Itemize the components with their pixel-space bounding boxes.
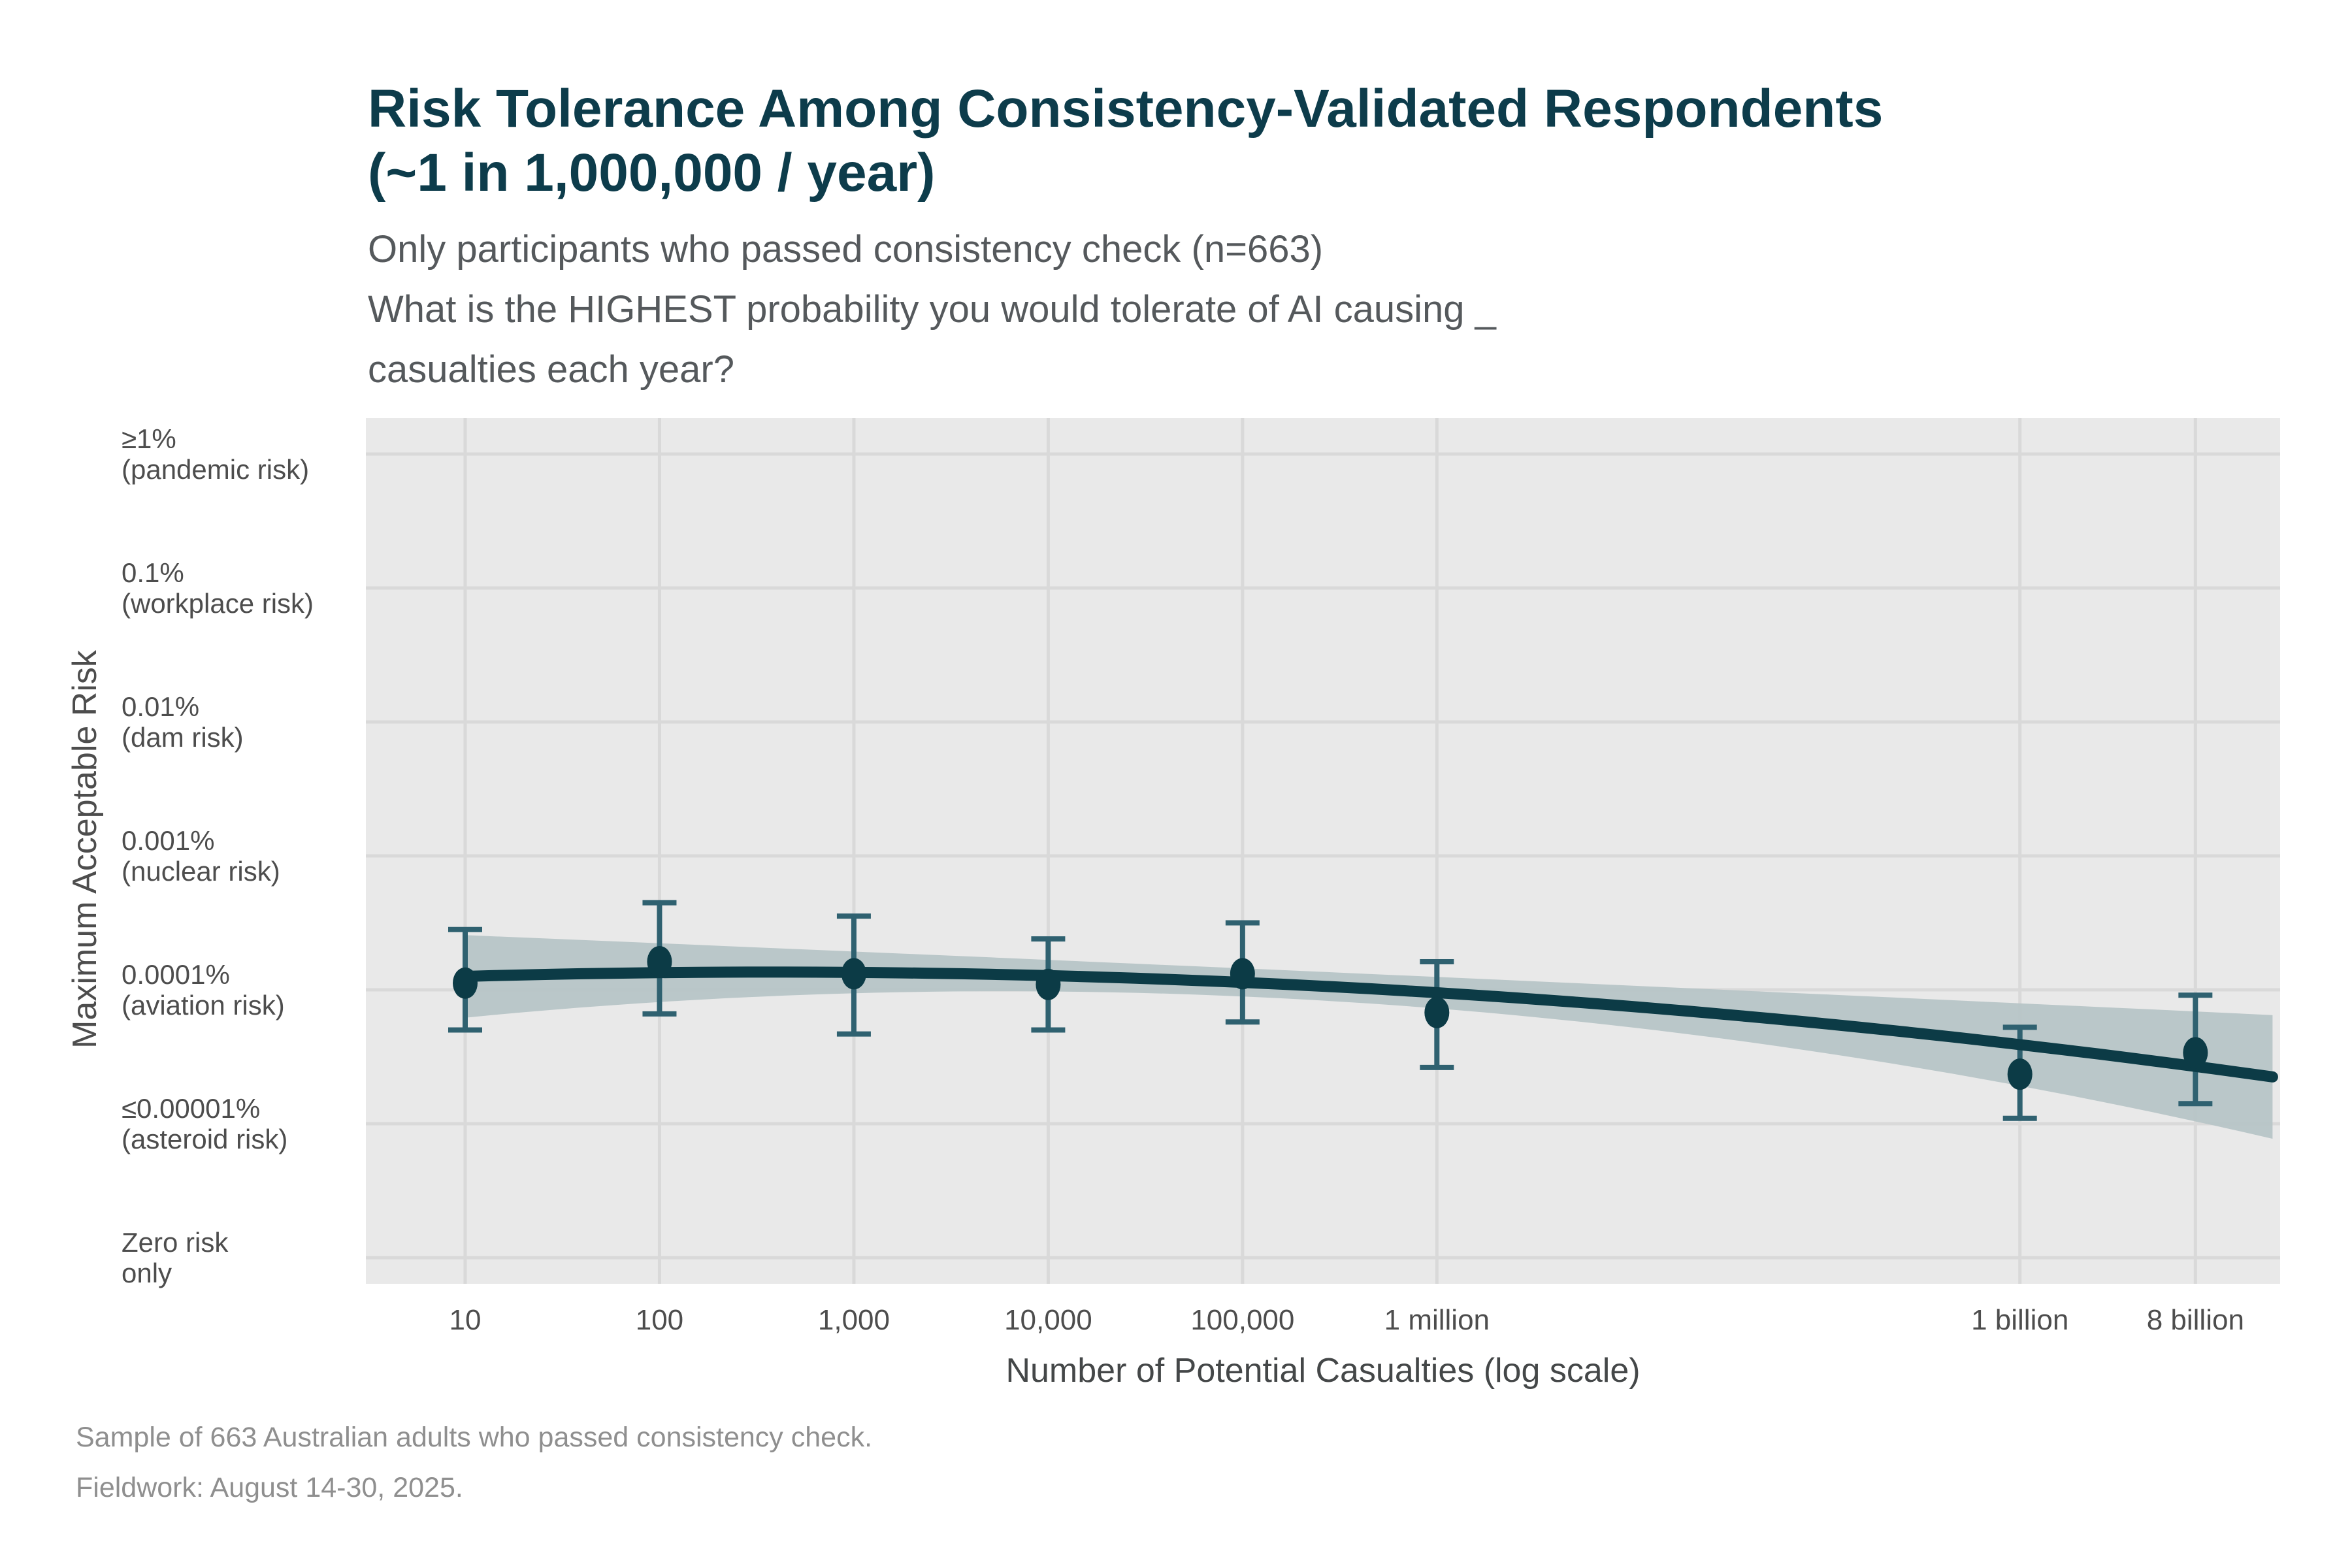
data-point (2183, 1037, 2208, 1069)
chart-subtitle: Only participants who passed consistency… (368, 228, 1496, 391)
data-point (1230, 958, 1255, 990)
x-tick-label: 10,000 (1004, 1304, 1092, 1336)
y-axis-title: Maximum Acceptable Risk (66, 650, 104, 1049)
y-tick-label: ≤0.00001% (asteroid risk) (122, 1093, 288, 1154)
x-tick-label: 100,000 (1190, 1304, 1295, 1336)
plot-panel (366, 418, 2280, 1284)
data-point (453, 967, 478, 999)
data-point (647, 945, 672, 977)
panel-background (366, 418, 2280, 1284)
y-tick-label: 0.0001% (aviation risk) (122, 959, 285, 1021)
y-tick-label: 0.1% (workplace risk) (122, 557, 314, 619)
trend-line (459, 966, 2278, 1083)
x-tick-label: 8 billion (2146, 1304, 2244, 1336)
data-point (1036, 968, 1061, 1000)
x-axis-title: Number of Potential Casualties (log scal… (1005, 1352, 1641, 1390)
x-tick-label: 1 million (1384, 1304, 1490, 1336)
chart-title: Risk Tolerance Among Consistency-Validat… (368, 79, 1884, 203)
y-tick-label: 0.001% (nuclear risk) (122, 825, 280, 887)
y-tick-label: 0.01% (dam risk) (122, 691, 244, 753)
chart-caption: Sample of 663 Australian adults who pass… (76, 1422, 873, 1503)
y-tick-label: Zero risk only (122, 1227, 229, 1288)
y-tick-label: ≥1% (pandemic risk) (122, 423, 310, 485)
x-tick-label: 100 (635, 1304, 684, 1336)
data-point (1424, 996, 1450, 1028)
x-tick-label: 1,000 (817, 1304, 890, 1336)
x-tick-label: 1 billion (1971, 1304, 2069, 1336)
data-point (841, 958, 866, 990)
confidence-ribbon (465, 935, 2273, 1139)
data-point (2007, 1058, 2033, 1090)
x-tick-label: 10 (449, 1304, 482, 1336)
